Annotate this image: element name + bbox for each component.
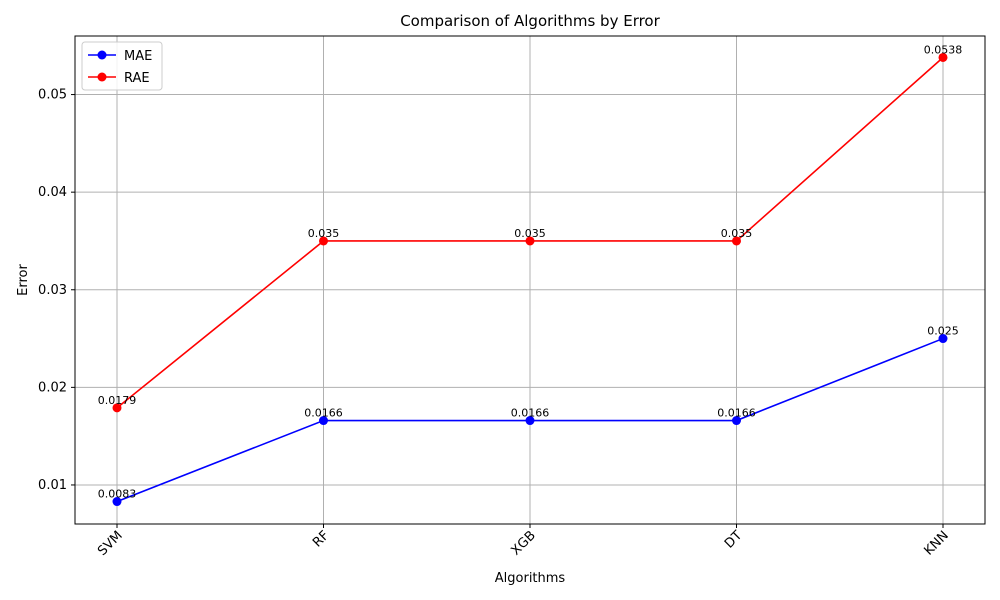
x-tick-label: DT [722,528,745,551]
y-tick-label: 0.02 [38,380,67,395]
legend-marker-mae [97,50,107,60]
point-rae [319,236,328,246]
data-label-mae: 0.0166 [304,407,343,420]
legend-label-rae: RAE [124,71,150,86]
data-points [112,52,948,507]
chart-title: Comparison of Algorithms by Error [400,12,660,30]
data-label-mae: 0.0166 [717,407,756,420]
data-label-rae: 0.035 [514,227,546,240]
x-axis-ticks: SVM RF XGB DT KNN [95,524,952,559]
point-mae [525,416,535,426]
point-rae [525,236,535,246]
y-axis-ticks: 0.01 0.02 0.03 0.04 0.05 [38,88,75,493]
point-rae [732,236,741,246]
y-tick-label: 0.05 [38,88,67,103]
y-tick-label: 0.01 [38,478,67,493]
point-rae [938,52,948,62]
point-mae [319,416,328,426]
data-label-rae: 0.035 [721,227,753,240]
data-labels: 0.0083 0.0166 0.0166 0.0166 0.025 0.0179 0.035… [98,43,963,500]
point-rae [112,403,122,413]
y-tick-label: 0.04 [38,185,67,200]
legend-label-mae: MAE [124,49,152,64]
x-axis-label: Algorithms [495,571,566,586]
data-label-rae: 0.0179 [98,394,137,407]
x-tick-label: XGB [508,528,538,558]
x-tick-label: SVM [95,528,126,559]
x-tick-label: RF [310,528,332,550]
grid-lines [75,36,985,524]
point-mae [732,416,741,426]
data-label-mae: 0.025 [927,325,959,338]
x-tick-label: KNN [921,528,951,558]
data-label-mae: 0.0083 [98,488,137,501]
data-label-mae: 0.0166 [511,407,550,420]
point-mae [112,497,122,507]
data-label-rae: 0.035 [308,227,340,240]
y-axis-label: Error [16,264,31,296]
point-mae [938,334,948,344]
data-label-rae: 0.0538 [924,43,963,56]
y-tick-label: 0.03 [38,283,67,298]
legend: MAE RAE [81,41,163,91]
legend-marker-rae [97,72,107,82]
